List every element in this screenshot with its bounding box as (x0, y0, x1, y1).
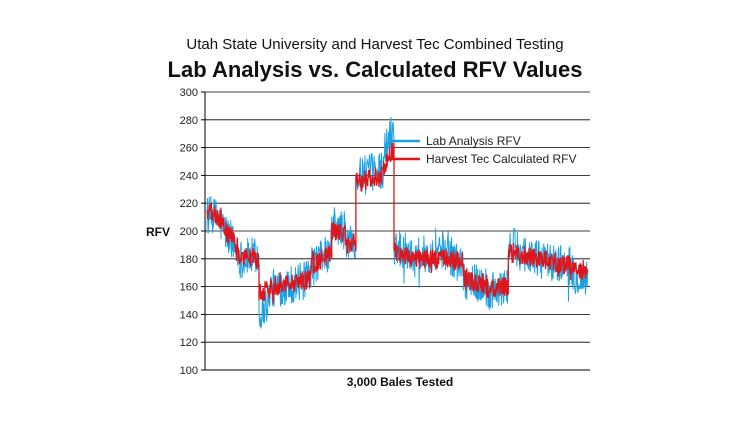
y-tick-labels: 100 120 140 160 180 200 220 240 260 280 300 (180, 87, 198, 377)
x-axis-label: 3,000 Bales Tested (347, 375, 454, 389)
chart-title: Utah State University and Harvest Tec Co… (186, 36, 564, 53)
y-tick-label: 240 (180, 170, 198, 182)
y-axis-label: RFV (146, 225, 170, 239)
y-tick-label: 180 (180, 254, 198, 266)
y-tick-label: 260 (180, 143, 198, 155)
legend-label: Lab Analysis RFV (426, 134, 521, 148)
y-tick-label: 100 (180, 365, 198, 377)
y-tick-label: 220 (180, 198, 198, 210)
series-line-harvest-tec (206, 142, 589, 304)
grid-lines (201, 91, 590, 371)
legend-label: Harvest Tec Calculated RFV (426, 152, 577, 166)
legend: Lab Analysis RFV Harvest Tec Calculated R… (390, 134, 577, 166)
y-tick-label: 160 (180, 282, 198, 294)
series-lines (206, 116, 589, 329)
y-tick-label: 300 (180, 87, 198, 99)
chart-subtitle: Lab Analysis vs. Calculated RFV Values (167, 57, 583, 82)
y-tick-label: 280 (180, 115, 198, 127)
y-tick-label: 200 (180, 226, 198, 238)
y-tick-label: 140 (180, 309, 198, 321)
y-tick-label: 120 (180, 337, 198, 349)
